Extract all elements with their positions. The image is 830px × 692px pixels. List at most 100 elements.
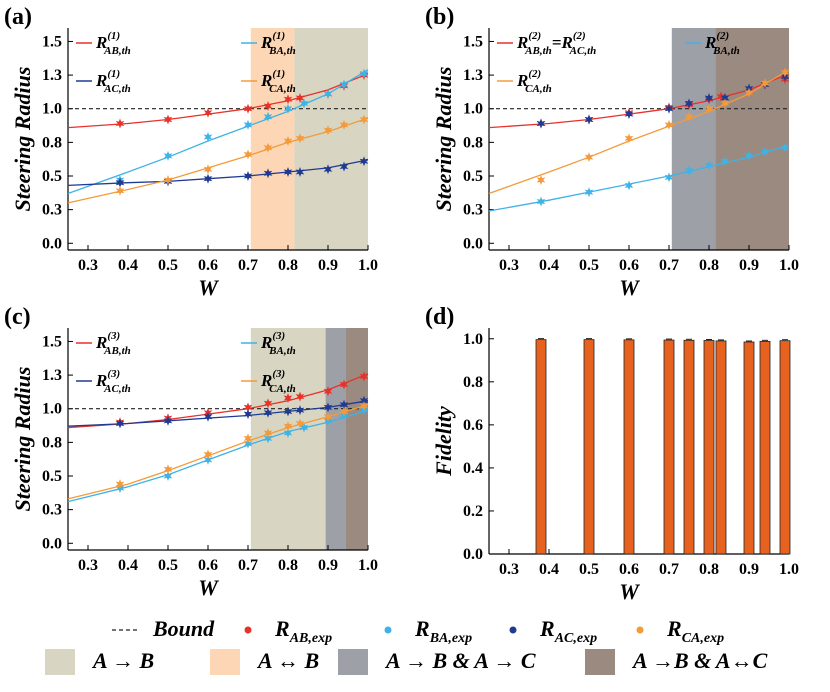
x-axis-title: W <box>619 275 640 300</box>
legend-label: R(1) AC,th <box>95 68 131 95</box>
y-axis-title: Steering Radius <box>10 67 35 212</box>
exp-legend-dot <box>384 626 392 634</box>
panel-b: (b) 0.3 0.4 0.5 0.6 0.7 0.8 0.9 1.0 0.0 0.3 0.5 0.8 1… <box>425 4 799 300</box>
series-line-CA <box>67 404 369 500</box>
x-tick-label: 0.5 <box>579 257 599 274</box>
y-tick-label: 0.8 <box>42 434 62 451</box>
data-point-AC <box>243 409 253 420</box>
data-point-BA <box>299 422 309 433</box>
data-point-AB <box>263 398 273 409</box>
x-tick-label: 0.8 <box>699 257 719 274</box>
x-tick-label: 0.8 <box>699 561 719 578</box>
panel-label: (d) <box>425 304 454 330</box>
data-point-AC <box>263 168 273 179</box>
data-point-CA <box>295 133 305 144</box>
y-tick-label: 1.0 <box>463 101 483 118</box>
x-tick-label: 0.4 <box>539 257 559 274</box>
x-tick-label: 0.3 <box>78 557 98 574</box>
y-tick-label: 0.8 <box>42 134 62 151</box>
data-point-CA <box>339 406 349 417</box>
data-point-CA <box>203 164 213 175</box>
x-tick-label: 0.3 <box>499 257 519 274</box>
x-tick-label: 0.8 <box>278 257 298 274</box>
data-point-AB <box>115 118 125 129</box>
data-point-AC <box>283 406 293 417</box>
region-1 <box>715 28 789 250</box>
data-point-BA <box>203 131 213 142</box>
data-point-AC <box>243 171 253 181</box>
x-tick-label: 0.7 <box>659 561 679 578</box>
data-point-CA <box>536 175 546 186</box>
data-point-BA <box>720 156 730 167</box>
x-tick-label: 1.0 <box>358 257 378 274</box>
panel-label: (b) <box>425 4 454 30</box>
x-tick-label: 0.4 <box>118 557 138 574</box>
data-point-BA <box>323 88 333 99</box>
exp-legend-label: RAC,exp <box>539 616 597 646</box>
data-point-AB <box>163 114 173 125</box>
y-tick-label: 0.5 <box>42 168 62 185</box>
x-tick-label: 0.9 <box>318 257 338 274</box>
legend: R(2) AB,th=R(2) AC,th R(2) BA,th R(2) CA,th <box>497 30 740 95</box>
data-point-AC <box>203 411 213 422</box>
y-tick-label: 0.4 <box>463 460 483 477</box>
data-point-AC <box>283 166 293 177</box>
data-point-BA <box>359 68 369 79</box>
data-point-AC <box>163 415 173 426</box>
panel-a: (a) 0.3 0.4 0.5 0.6 0.7 0.8 0.9 1.0 0.0 0.3 0.5 0.8 1… <box>4 4 378 300</box>
legend-label: R(2) CA,th <box>516 68 552 95</box>
data-point-BA <box>163 150 173 161</box>
exp-legend-dot <box>244 626 252 634</box>
y-tick-label: 1.5 <box>463 33 483 50</box>
x-tick-label: 1.0 <box>358 557 378 574</box>
x-tick-label: 0.5 <box>158 257 178 274</box>
x-tick-label: 0.3 <box>78 257 98 274</box>
data-point-BA <box>339 79 349 90</box>
bar <box>715 340 727 555</box>
data-point-AC <box>295 405 305 416</box>
y-tick-label: 1.0 <box>42 401 62 418</box>
bar <box>743 341 755 555</box>
region-legend-swatch <box>45 649 75 675</box>
data-point-AC <box>115 418 125 429</box>
region-0 <box>671 28 716 250</box>
data-point-BA <box>299 98 309 109</box>
y-axis-title: Steering Radius <box>431 67 456 212</box>
data-point-AB <box>203 107 213 118</box>
data-point-CA <box>684 111 694 122</box>
data-point-AB <box>359 371 369 382</box>
data-point-BA <box>704 160 714 171</box>
series-line-AC <box>67 159 369 187</box>
y-tick-label: 1.3 <box>463 67 483 84</box>
y-tick-label: 1.0 <box>42 101 62 118</box>
data-point-CA <box>115 479 125 490</box>
data-point-AC <box>720 92 730 103</box>
data-point-CA <box>339 119 349 130</box>
data-point-AB <box>339 379 349 390</box>
data-point-AB <box>295 391 305 402</box>
region-legend-label: A → B & A → C <box>384 648 536 673</box>
data-point-CA <box>323 125 333 136</box>
panel-label: (c) <box>4 304 31 330</box>
data-point-CA <box>359 114 369 125</box>
bar <box>535 339 547 555</box>
data-point-BA <box>243 119 253 130</box>
bar <box>759 340 771 555</box>
y-tick-label: 0.0 <box>42 535 62 552</box>
region-legend-swatch <box>338 649 368 675</box>
region-legend-swatch <box>210 649 240 675</box>
data-point-AC <box>584 114 594 125</box>
data-point-BA <box>263 433 273 444</box>
legend-label: R(2) AB,th=R(2) AC,th <box>516 30 596 57</box>
x-tick-label: 0.4 <box>118 257 138 274</box>
data-point-AC <box>536 118 546 129</box>
x-tick-label: 0.5 <box>158 557 178 574</box>
bar <box>583 339 595 555</box>
legend-label: R(1) BA,th <box>260 30 296 57</box>
x-tick-label: 0.3 <box>499 561 519 578</box>
data-point-BA <box>760 146 770 157</box>
region-legend-swatch <box>585 649 615 675</box>
region-legend-label: A ↔ B <box>256 648 319 673</box>
x-axis-title: W <box>198 575 219 600</box>
series-line-BA <box>67 409 369 503</box>
